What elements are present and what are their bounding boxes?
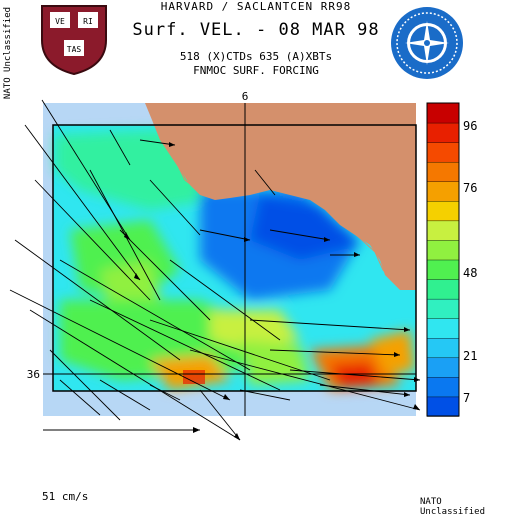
title-forcing: FNMOC SURF. FORCING (193, 64, 319, 77)
colorbar-swatch (426, 317, 460, 339)
footer-classification-label: NATO Unclassified (420, 497, 486, 517)
colorbar-label-21: 21 (463, 349, 477, 363)
colorbar-swatch (426, 357, 460, 378)
colorbar-swatch (426, 376, 460, 398)
colorbar-label-7: 7 (463, 391, 470, 405)
colorbar-swatch (426, 141, 460, 163)
vector-scale-label: 51 cm/s (42, 490, 89, 503)
colorbar-swatch (426, 337, 460, 359)
colorbar-swatch (426, 181, 460, 202)
colorbar-swatch (426, 200, 460, 222)
colorbar-swatch (426, 122, 460, 143)
colorbar-swatch (426, 220, 460, 241)
motto-ve: VE (55, 17, 65, 26)
colorbar-swatch (426, 259, 460, 280)
colorbar-label-76: 76 (463, 181, 477, 195)
colorbar-swatch (426, 102, 460, 124)
land-mask (145, 103, 416, 290)
longitude-label: 6 (242, 90, 249, 103)
title-product-date: Surf. VEL. - 08 MAR 98 (132, 20, 380, 40)
title-institutions: HARVARD / SACLANTCEN RR98 (160, 0, 352, 13)
colorbar-label-48: 48 (463, 266, 477, 280)
motto-ri: RI (83, 17, 93, 26)
harvard-shield-icon: VE RI TAS (41, 5, 107, 76)
motto-tas: TAS (67, 45, 82, 54)
colorbar-label-96: 96 (463, 119, 477, 133)
colorbar (426, 102, 460, 417)
colorbar-frame (426, 102, 460, 417)
colorbar-swatch (426, 396, 460, 417)
title-data-counts: 518 (X)CTDs 635 (A)XBTs (179, 50, 333, 63)
velocity-vectors (9, 99, 421, 441)
vector-arrowheads (124, 142, 420, 440)
model-domain-frame (52, 124, 417, 392)
nato-saclant-emblem-icon (391, 7, 463, 79)
colorbar-swatch (426, 239, 460, 261)
colorbar-swatch (426, 161, 460, 182)
latitude-label: 36 (27, 368, 40, 381)
colorbar-swatch (426, 298, 460, 319)
colorbar-swatch (426, 278, 460, 300)
